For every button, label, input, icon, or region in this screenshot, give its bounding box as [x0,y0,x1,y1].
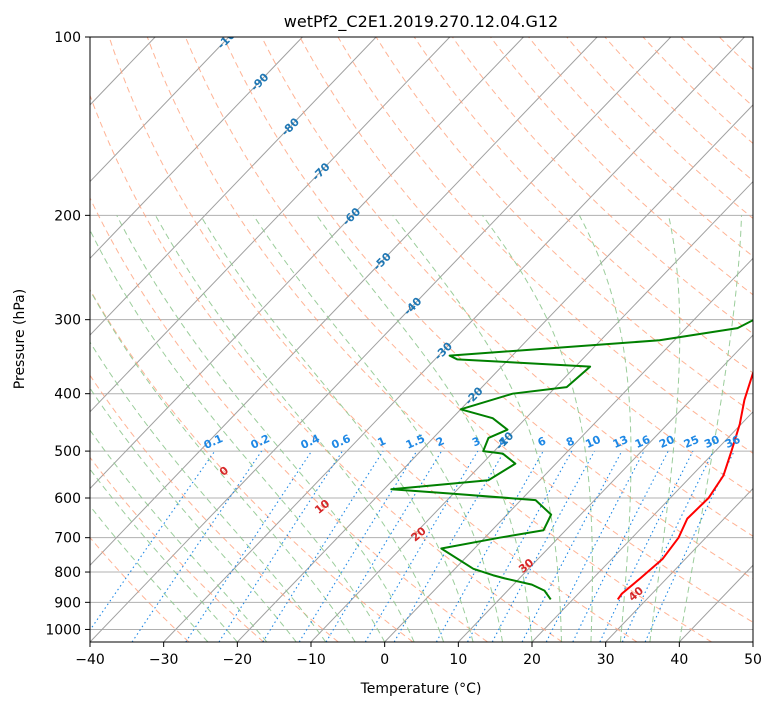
moist-adiabat-line [482,215,593,642]
mixing-ratio-line [298,450,418,642]
dry-adiabat-line [184,37,753,623]
dry-adiabat-line [299,37,753,495]
isotherm-line [90,37,303,260]
moist-adiabat-line [90,229,386,642]
x-tick-label: −10 [296,652,326,668]
mixing-ratio-line [467,450,573,642]
dry-adiabat-line [337,37,753,454]
y-tick-label: 600 [54,491,81,507]
y-tick-label: 500 [54,444,81,460]
moist-adiabat-line [678,215,743,642]
plot-frame [89,36,754,643]
mixing-ratio-line [599,450,694,642]
isotherm-line [90,37,598,566]
mixing-ratio-line [185,450,313,642]
moist-adiabat-line [90,387,297,642]
x-tick-label: 40 [670,652,688,668]
isotherm-line [236,104,753,642]
isotherm-line [163,37,745,642]
dry-adiabat-line [90,288,414,642]
dry-adiabat-line [261,37,753,537]
dry-adiabat-line [90,94,563,642]
mixing-ratio-label: 13 [611,433,630,451]
mixing-ratio-label: 30 [702,433,722,451]
moist-adiabat-line [90,505,209,642]
dry-adiabat-line [90,456,264,642]
x-tick-label: −40 [75,652,105,668]
mixing-ratio-label: 10 [583,433,603,451]
moist-adiabat-line [90,341,327,642]
y-axis: 100 200 300 400 500 600 700 800 900 1000 [45,30,90,638]
y-tick-label: 800 [54,565,81,581]
isotherm-line [457,334,753,642]
mixing-ratio-line [218,450,343,642]
x-axis: −40 −30 −20 −10 0 10 20 30 40 50 [75,642,762,668]
x-tick-label: 50 [744,652,762,668]
mixing-ratio-line [491,450,595,642]
isotherm-line [90,37,524,490]
y-tick-label: 1000 [45,622,81,638]
mixing-ratio-label: 20 [657,433,677,451]
y-tick-label: 300 [54,313,81,329]
y-tick-label: 700 [54,531,81,547]
moist-adiabat-line [200,215,474,642]
isotherm-line [90,37,377,336]
mixing-ratio-line [325,450,443,642]
x-tick-label: 20 [523,652,541,668]
x-tick-label: 0 [380,652,389,668]
moist-adiabat-line [90,289,356,642]
dry-adiabat-line [90,196,488,642]
dry-adiabat-line [223,37,753,580]
mixing-ratio-label: 16 [633,433,653,451]
x-tick-label: 30 [597,652,615,668]
isotherm-line [90,37,451,413]
moist-adiabat-line [649,215,681,642]
dry-adiabat-line [490,37,753,296]
mixing-ratio-line [262,450,384,642]
mixing-ratio-label: 25 [682,433,701,451]
isotherm-line [90,37,672,642]
dry-adiabat-line [375,37,753,414]
y-axis-label: Pressure (hPa) [12,289,28,389]
dry-adiabat-line [90,374,339,642]
isotherm-line [605,487,753,642]
mixing-ratio-line [131,450,263,642]
dry-adiabat-line [451,37,753,335]
mixing-ratio-label: 36 [723,433,743,451]
mixing-ratio-line [644,450,735,642]
dewpoint-profile-line [390,319,753,601]
y-tick-label: 200 [54,208,81,224]
dry-adiabat-line [108,37,638,642]
mixing-ratio-line [572,450,669,642]
x-tick-label: 10 [449,652,467,668]
isotherm-line [90,37,230,183]
background-lines [90,37,753,642]
y-tick-label: 100 [54,30,81,46]
moist-adiabat-line [116,215,415,642]
x-axis-label: Temperature (°C) [360,681,482,697]
moist-adiabat-line [155,215,445,642]
moist-adiabat-line [578,215,632,642]
moist-adiabat-line [316,215,533,642]
dry-adiabat-line [413,37,753,374]
isotherm-line [531,411,753,642]
chart-title: wetPf2_C2E1.2019.270.12.04.G12 [284,12,558,32]
mixing-ratio-line [621,450,714,642]
y-tick-label: 400 [54,387,81,403]
x-tick-label: −30 [149,652,179,668]
dry-adiabat-line [146,37,713,642]
mixing-ratio-line [90,450,216,632]
y-tick-label: 900 [54,595,81,611]
x-tick-label: −20 [223,652,253,668]
